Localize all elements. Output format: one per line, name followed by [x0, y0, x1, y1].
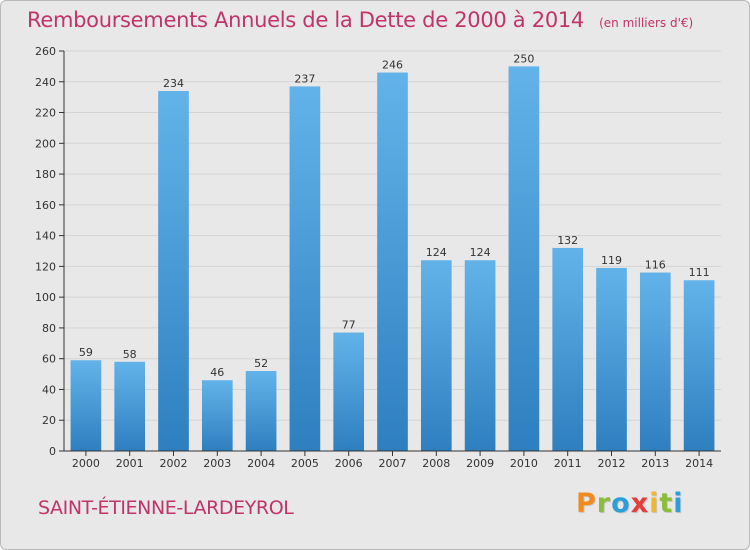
y-tick-label-0: 0: [49, 445, 56, 458]
commune-name: SAINT-ÉTIENNE-LARDEYROL: [38, 497, 294, 519]
value-label-2009: 124: [470, 246, 491, 259]
y-tick-label-80: 80: [42, 322, 56, 335]
value-label-2007: 246: [382, 59, 403, 72]
value-label-2004: 52: [254, 357, 268, 370]
value-label-2008: 124: [426, 246, 447, 259]
proxiti-logo: Proxiti: [576, 488, 684, 519]
y-tick-label-20: 20: [42, 414, 56, 427]
x-tick-label-2010: 2010: [510, 457, 538, 470]
logo-letter: P: [576, 488, 597, 519]
bar-2010: [508, 66, 540, 451]
x-tick-label-2000: 2000: [72, 457, 100, 470]
bar-2011: [552, 247, 584, 451]
value-label-2014: 111: [689, 266, 710, 279]
bar-2014: [683, 280, 715, 451]
x-tick-label-2005: 2005: [291, 457, 319, 470]
bar-2005: [289, 86, 321, 451]
x-tick-label-2002: 2002: [160, 457, 188, 470]
bar-2001: [114, 361, 146, 451]
bar-2009: [464, 260, 496, 451]
y-tick-label-40: 40: [42, 383, 56, 396]
bar-2003: [201, 380, 233, 451]
bar-2007: [377, 72, 408, 452]
x-tick-label-2001: 2001: [116, 457, 144, 470]
value-label-2000: 59: [79, 346, 93, 359]
value-label-2006: 77: [342, 319, 356, 332]
value-label-2003: 46: [210, 366, 224, 379]
value-label-2013: 116: [645, 259, 666, 272]
logo-letter: i: [673, 488, 684, 519]
x-tick-label-2008: 2008: [422, 457, 450, 470]
y-tick-label-140: 140: [35, 230, 56, 243]
y-tick-label-260: 260: [35, 45, 56, 58]
y-tick-label-60: 60: [42, 353, 56, 366]
y-tick-label-180: 180: [35, 168, 56, 181]
bar-2004: [245, 371, 277, 451]
x-tick-label-2013: 2013: [641, 457, 669, 470]
chart-subtitle: (en milliers d'€): [599, 16, 694, 30]
logo-letter: r: [596, 488, 612, 519]
x-tick-label-2006: 2006: [335, 457, 363, 470]
bar-2000: [70, 360, 102, 451]
title-row: Remboursements Annuels de la Dette de 20…: [27, 8, 693, 32]
value-label-2012: 119: [601, 254, 622, 267]
x-tick-label-2003: 2003: [203, 457, 231, 470]
value-label-2010: 250: [513, 52, 534, 65]
logo-letter: o: [611, 488, 631, 519]
chart-title: Remboursements Annuels de la Dette de 20…: [27, 8, 584, 32]
value-label-2002: 234: [163, 77, 184, 90]
bar-2008: [420, 260, 452, 451]
x-tick-label-2014: 2014: [685, 457, 713, 470]
x-tick-label-2009: 2009: [466, 457, 494, 470]
y-tick-label-160: 160: [35, 199, 56, 212]
value-label-2005: 237: [294, 72, 315, 85]
y-tick-label-220: 220: [35, 107, 56, 120]
x-tick-label-2007: 2007: [379, 457, 407, 470]
x-tick-label-2011: 2011: [554, 457, 582, 470]
x-tick-label-2004: 2004: [247, 457, 275, 470]
y-tick-label-120: 120: [35, 260, 56, 273]
logo-letter: i: [649, 488, 660, 519]
logo-letter: t: [659, 488, 674, 519]
bar-2013: [639, 272, 671, 451]
y-tick-label-240: 240: [35, 76, 56, 89]
y-tick-label-100: 100: [35, 291, 56, 304]
y-tick-label-200: 200: [35, 137, 56, 150]
x-tick-label-2012: 2012: [598, 457, 626, 470]
bar-2002: [158, 91, 189, 451]
value-label-2011: 132: [557, 234, 578, 247]
value-label-2001: 58: [123, 348, 137, 361]
bar-2006: [333, 332, 365, 451]
logo-letter: x: [630, 488, 650, 519]
bar-2012: [596, 267, 627, 451]
